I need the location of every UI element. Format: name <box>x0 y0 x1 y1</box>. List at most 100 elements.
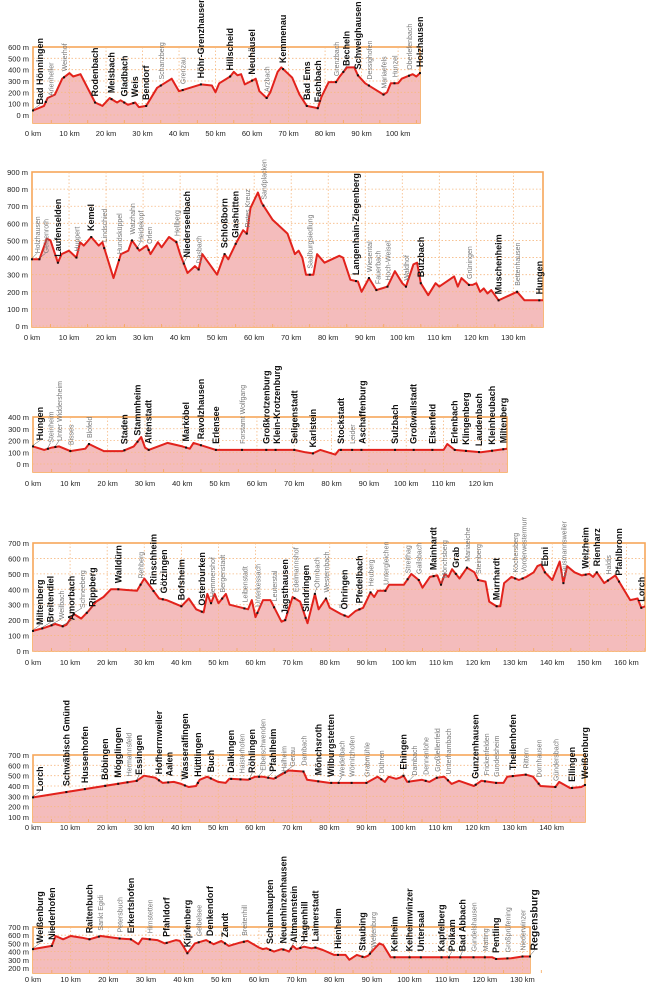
place-marker <box>424 779 427 782</box>
place-label: Breitendiel <box>46 576 56 623</box>
place-marker <box>274 448 277 451</box>
place-label: Großkrotzenburg <box>261 370 271 444</box>
place-marker <box>161 598 164 601</box>
x-tick-label: 50 km <box>211 975 231 984</box>
place-marker <box>251 79 254 82</box>
place-marker <box>200 610 203 613</box>
place-marker <box>75 256 78 259</box>
label-leader <box>45 95 51 102</box>
place-label: Ohrnbach <box>315 557 322 588</box>
elevation-line <box>32 560 646 632</box>
place-marker <box>506 957 509 960</box>
x-tick-label: 70 km <box>282 658 302 667</box>
place-label: Großprüfening <box>505 907 512 952</box>
label-leader <box>55 440 60 447</box>
place-marker <box>72 612 75 615</box>
label-leader <box>42 622 51 628</box>
place-label: Hillscheid <box>225 28 235 71</box>
place-label: Ravolzhausen <box>196 379 206 440</box>
place-label: Grenzbach <box>334 42 341 76</box>
place-label: Hofherrnweiler <box>154 710 164 774</box>
place-label: Grabmühle <box>364 742 371 777</box>
place-marker <box>483 780 486 783</box>
place-label: Röhlingen <box>247 729 257 773</box>
place-marker <box>289 947 292 950</box>
place-label: Lindschied <box>102 209 109 243</box>
place-label: Bendorf <box>141 64 151 100</box>
place-marker <box>197 941 200 944</box>
place-label: Dornhausen <box>537 739 544 777</box>
place-label: Dühren <box>379 750 386 773</box>
place-label: Stockstadt <box>336 398 346 444</box>
x-tick-label: 20 km <box>96 129 116 138</box>
place-marker <box>31 258 33 261</box>
place-marker <box>311 452 314 455</box>
place-marker <box>562 582 565 585</box>
place-label: Grab <box>451 546 461 568</box>
place-marker <box>135 779 138 782</box>
place-marker <box>404 285 407 288</box>
place-marker <box>317 780 320 783</box>
place-marker <box>640 606 643 609</box>
place-label: Bofsheim <box>176 559 186 600</box>
place-marker <box>214 448 217 451</box>
place-label: Pfedelbach <box>354 555 364 603</box>
x-tick-label: 120 km <box>466 658 491 667</box>
place-label: Rippberg <box>88 567 98 607</box>
place-label: Pentling <box>491 917 501 953</box>
y-tick-label: 0 m <box>16 460 29 469</box>
place-marker <box>350 781 353 784</box>
x-tick-label: 80 km <box>319 823 339 832</box>
place-label: Halheim <box>282 746 289 772</box>
place-marker <box>606 579 609 582</box>
place-marker <box>358 608 361 611</box>
place-marker <box>267 776 270 779</box>
place-marker <box>356 74 359 77</box>
x-tick-label: 40 km <box>173 975 193 984</box>
y-tick-label: 400 m <box>8 782 29 791</box>
place-marker <box>90 236 93 239</box>
place-label: Ebni <box>540 547 550 567</box>
place-label: Weißenburg <box>35 891 45 943</box>
place-marker <box>375 289 378 292</box>
place-marker <box>117 782 120 785</box>
place-marker <box>495 605 498 608</box>
x-tick-label: 80 km <box>315 129 335 138</box>
place-marker <box>56 261 59 264</box>
place-marker <box>197 268 200 271</box>
place-label: Niederhofen <box>47 887 57 940</box>
place-label: Marköbel <box>181 402 191 442</box>
elevation-line <box>32 769 586 799</box>
y-tick-label: 200 m <box>8 616 29 625</box>
place-marker <box>316 107 319 110</box>
label-leader <box>32 942 41 949</box>
label-leader <box>460 951 463 957</box>
place-marker <box>521 577 524 580</box>
place-marker <box>394 448 397 451</box>
place-label: Vorderwestermurr <box>522 516 529 572</box>
place-marker <box>186 952 189 955</box>
place-marker <box>502 448 505 451</box>
place-marker <box>248 778 251 781</box>
place-marker <box>110 98 113 101</box>
y-tick-label: 600 m <box>8 554 29 563</box>
place-marker <box>367 84 370 87</box>
place-marker <box>97 935 100 938</box>
profile-panel-4: 700 m 600 m 500 m 400 m 300 m 200 m 100 m 0 m 0 … <box>8 516 646 667</box>
x-tick-label: 100 km <box>390 333 415 342</box>
place-label: Sindringen <box>301 565 311 612</box>
place-marker <box>365 781 368 784</box>
place-label: Wiesental <box>367 241 374 272</box>
place-label: Mainhardt <box>429 527 439 570</box>
label-leader <box>300 941 305 948</box>
place-marker <box>459 956 462 959</box>
label-leader <box>529 950 535 956</box>
place-marker <box>408 780 411 783</box>
y-tick-label: 0 m <box>16 647 29 656</box>
place-marker <box>229 75 232 78</box>
place-label: Regensburg <box>528 889 540 950</box>
x-tick-label: 0 km <box>25 658 41 667</box>
place-label: Weis <box>130 76 140 97</box>
y-tick-label: 500 m <box>8 54 29 63</box>
place-marker <box>136 247 139 250</box>
